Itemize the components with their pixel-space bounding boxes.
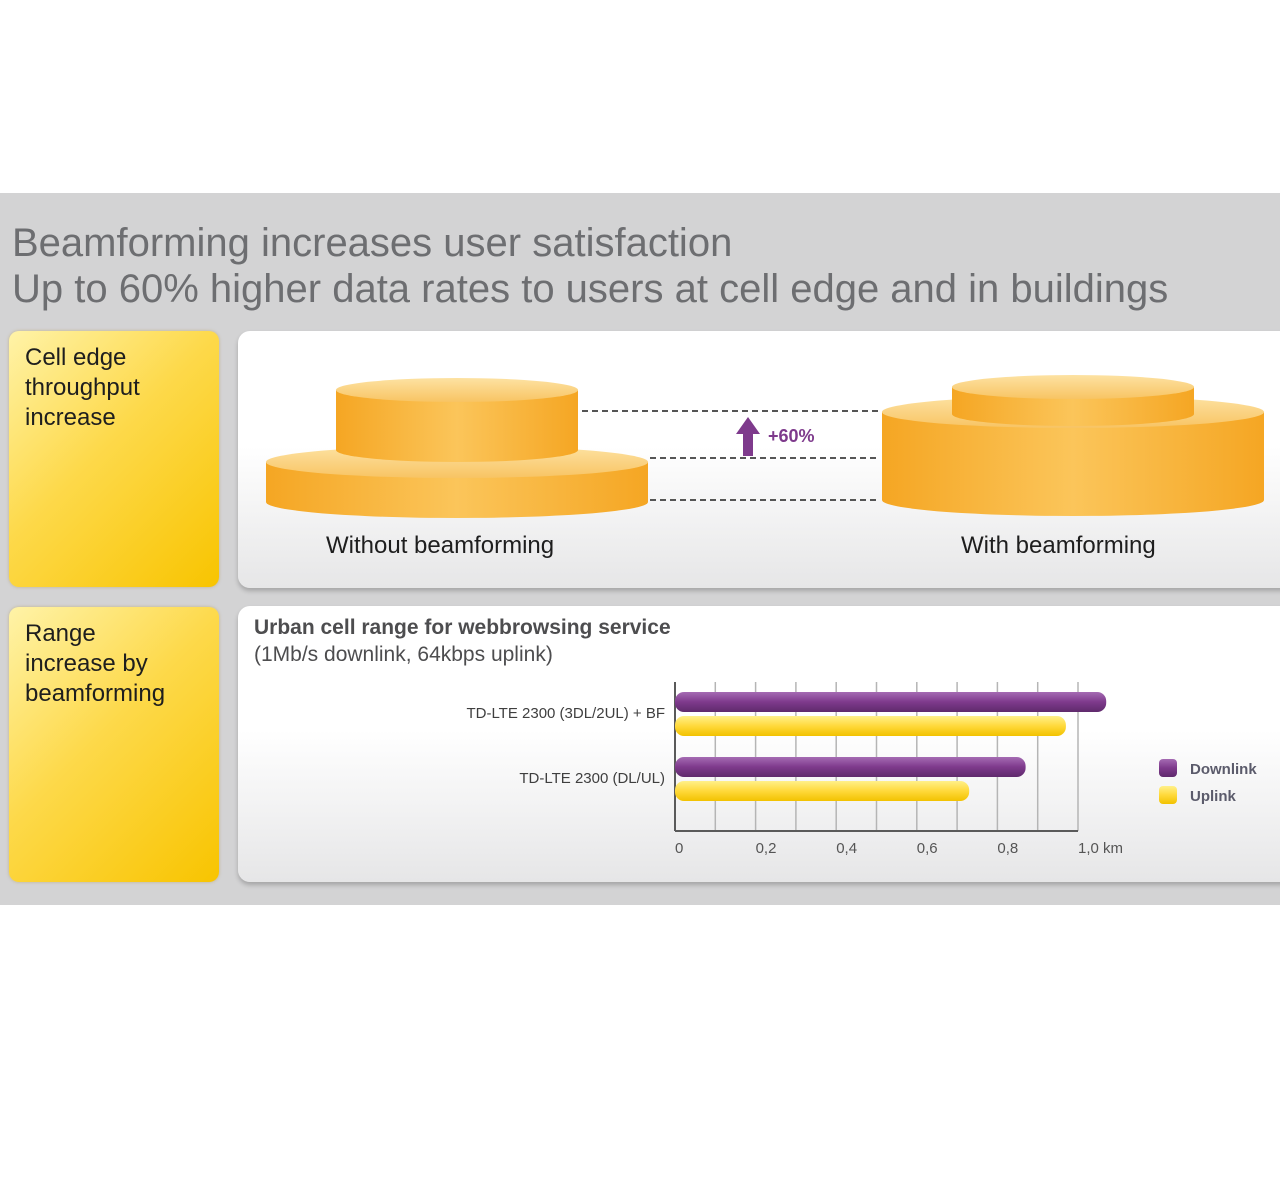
label-box-range-increase: Range increase by beamforming (9, 607, 219, 882)
x-tick-label: 0,8 (997, 840, 1018, 857)
bar-uplink (675, 716, 1066, 736)
bar-downlink (675, 757, 1026, 777)
caption-without-beamforming: Without beamforming (326, 532, 555, 559)
legend-label-downlink: Downlink (1190, 761, 1257, 778)
chart-subtitle: (1Mb/s downlink, 64kbps uplink) (254, 643, 553, 666)
legend-swatch-uplink (1159, 786, 1177, 804)
comparison-dashed-lines (582, 410, 880, 501)
x-tick-label: 0 (675, 840, 683, 857)
bar-downlink (675, 692, 1107, 712)
x-tick-label: 0,6 (917, 840, 938, 857)
title-line-2: Up to 60% higher data rates to users at … (12, 267, 1169, 311)
range-bar-chart: 0 0,2 0,4 0,6 0,8 1,0 km TD-LTE 2300 (3DL/2UL)… (466, 682, 1257, 857)
arrow-up-icon (736, 417, 760, 456)
x-tick-label: 0,4 (836, 840, 857, 857)
title-line-1: Beamforming increases user satisfaction (12, 221, 733, 265)
category-label: TD-LTE 2300 (DL/UL) (519, 770, 665, 787)
label-text-cell-edge: Cell edge throughput increase (25, 344, 140, 431)
page-title: Beamforming increases user satisfaction … (12, 220, 1168, 312)
disk-stack-with-beamforming (882, 375, 1264, 516)
label-box-cell-edge-throughput: Cell edge throughput increase (9, 331, 219, 587)
range-chart-card (238, 606, 1280, 882)
category-label: TD-LTE 2300 (3DL/2UL) + BF (466, 705, 665, 722)
legend-swatch-downlink (1159, 759, 1177, 777)
caption-with-beamforming: With beamforming (961, 532, 1156, 559)
x-tick-label: 0,2 (756, 840, 777, 857)
disk-stack-without-beamforming (266, 378, 648, 518)
legend-label-uplink: Uplink (1190, 788, 1236, 805)
chart-title: Urban cell range for webbrowsing service (254, 616, 671, 639)
label-text-range: Range increase by beamforming (25, 620, 166, 707)
increase-label: +60% (768, 426, 815, 446)
bar-uplink (675, 781, 970, 801)
x-tick-label: 1,0 km (1078, 840, 1123, 857)
